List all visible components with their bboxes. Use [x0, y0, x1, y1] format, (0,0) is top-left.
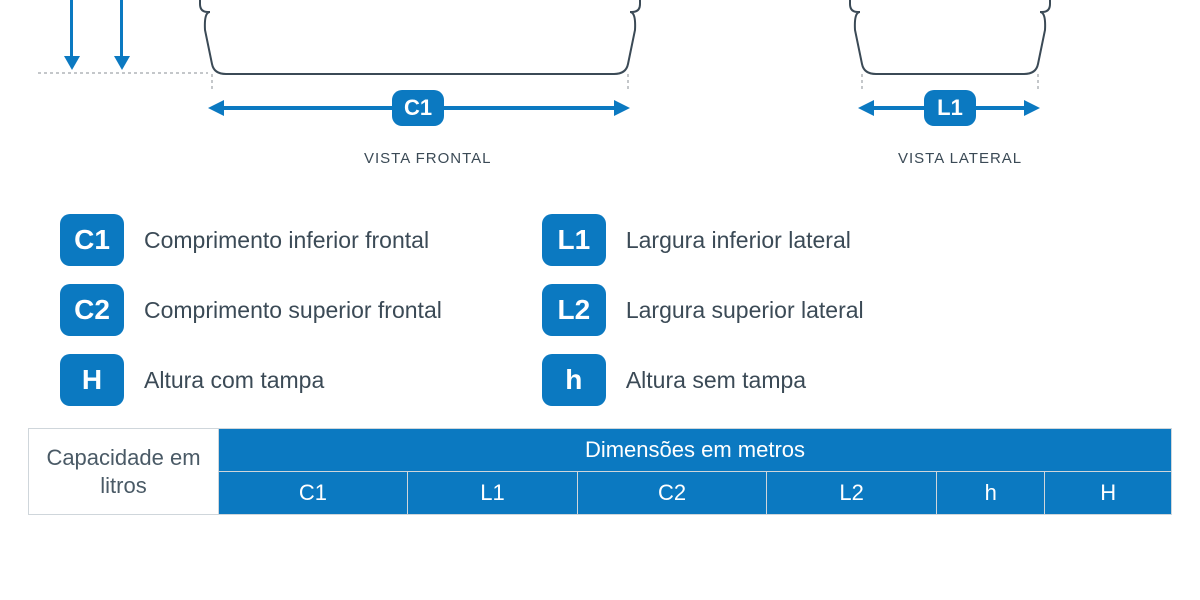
legend: C1 Comprimento inferior frontal C2 Compr…	[0, 190, 1200, 416]
dimensions-table: Capacidade em litros Dimensões em metros…	[28, 428, 1172, 515]
front-caption: VISTA FRONTAL	[364, 150, 491, 167]
legend-row: H Altura com tampa	[60, 354, 442, 406]
legend-row: L2 Largura superior lateral	[542, 284, 864, 336]
lateral-caption: VISTA LATERAL	[898, 150, 1022, 167]
legend-badge-l2: L2	[542, 284, 606, 336]
baseline-dash-left	[38, 70, 208, 76]
container-front	[190, 0, 650, 100]
th-l2: L2	[766, 472, 936, 515]
legend-badge-c2: C2	[60, 284, 124, 336]
arrow-right-icon	[614, 100, 630, 116]
arrow-down-icon	[64, 56, 80, 70]
container-lateral	[840, 0, 1060, 100]
th-dimensions: Dimensões em metros	[219, 429, 1172, 472]
height-arrow-2	[120, 0, 123, 62]
legend-badge-c1: C1	[60, 214, 124, 266]
legend-col-right: L1 Largura inferior lateral L2 Largura s…	[542, 214, 864, 406]
diagram-area: C1 VISTA FRONTAL L1 VISTA LATERAL	[0, 0, 1200, 190]
height-arrow-1	[70, 0, 73, 62]
legend-col-left: C1 Comprimento inferior frontal C2 Compr…	[60, 214, 442, 406]
legend-text: Altura com tampa	[144, 367, 324, 394]
th-l1: L1	[407, 472, 577, 515]
l1-badge: L1	[924, 90, 976, 126]
th-capacity: Capacidade em litros	[29, 429, 219, 515]
legend-row: C1 Comprimento inferior frontal	[60, 214, 442, 266]
legend-row: C2 Comprimento superior frontal	[60, 284, 442, 336]
c1-badge: C1	[392, 90, 444, 126]
th-h-upper: H	[1045, 472, 1172, 515]
legend-row: h Altura sem tampa	[542, 354, 864, 406]
legend-text: Altura sem tampa	[626, 367, 806, 394]
arrow-down-icon	[114, 56, 130, 70]
th-c1: C1	[219, 472, 408, 515]
legend-badge-l1: L1	[542, 214, 606, 266]
arrow-right-icon	[1024, 100, 1040, 116]
legend-text: Largura superior lateral	[626, 297, 864, 324]
legend-text: Comprimento superior frontal	[144, 297, 442, 324]
legend-row: L1 Largura inferior lateral	[542, 214, 864, 266]
legend-badge-h-upper: H	[60, 354, 124, 406]
th-h-lower: h	[937, 472, 1045, 515]
th-c2: C2	[578, 472, 767, 515]
legend-text: Largura inferior lateral	[626, 227, 851, 254]
legend-text: Comprimento inferior frontal	[144, 227, 429, 254]
legend-badge-h-lower: h	[542, 354, 606, 406]
